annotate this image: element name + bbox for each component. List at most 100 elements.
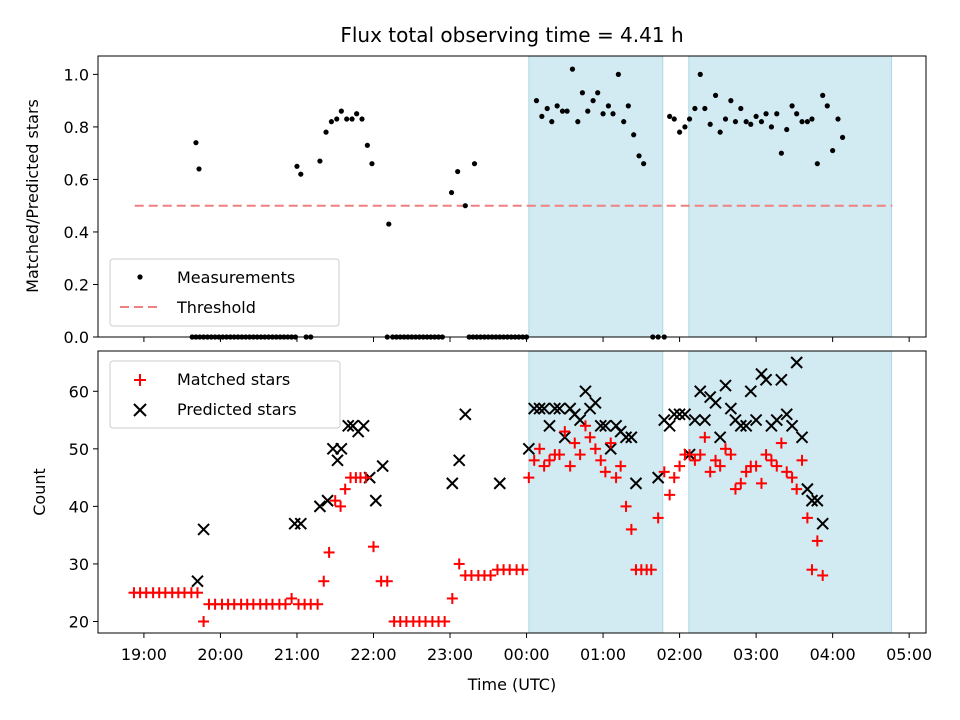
- legend-measurement-marker: [137, 274, 143, 280]
- predicted-star-marker: [342, 419, 355, 433]
- predicted-marker-stroke: [543, 419, 556, 433]
- measurement-point: [564, 108, 570, 114]
- legend-predicted-marker: [133, 403, 147, 417]
- measurement-point: [328, 119, 335, 125]
- measurement-point: [579, 90, 586, 96]
- predicted-marker-stroke: [548, 402, 562, 415]
- matched-star-marker: [625, 523, 637, 535]
- predicted-marker-stroke: [775, 373, 788, 386]
- measurement-point: [369, 161, 375, 167]
- x-tick-label: 05:00: [886, 645, 932, 664]
- measurement-point: [676, 129, 683, 135]
- bottom-axes-frame: [97, 350, 927, 634]
- predicted-star-marker: [543, 419, 556, 433]
- bottom-legend: Matched stars Predicted stars: [109, 360, 341, 429]
- matched-star-marker: [318, 575, 330, 587]
- x-tick-label: 03:00: [733, 645, 779, 664]
- predicted-marker-stroke: [719, 379, 732, 392]
- predicted-marker-stroke: [703, 390, 717, 404]
- predicted-marker-stroke: [658, 413, 671, 427]
- predicted-star-marker: [688, 413, 702, 427]
- predicted-marker-stroke: [533, 402, 546, 415]
- top-y-tick-label: 0.6: [64, 170, 89, 189]
- x-tick-label: 22:00: [350, 645, 396, 664]
- matched-star-marker: [279, 598, 291, 610]
- measurement-point: [743, 119, 749, 125]
- predicted-star-marker: [553, 402, 566, 415]
- measurement-point: [697, 71, 703, 77]
- x-tick-label: 21:00: [274, 645, 320, 664]
- matched-star-marker: [664, 489, 676, 501]
- top-y-tick-label: 1.0: [64, 65, 89, 84]
- shaded-span-top-1: [688, 55, 893, 338]
- matched-star-marker: [689, 454, 701, 466]
- measurement-point: [323, 129, 329, 135]
- predicted-star-marker: [744, 385, 757, 398]
- measurement-point: [753, 113, 759, 120]
- measurement-point: [794, 111, 800, 117]
- predicted-marker-stroke: [724, 402, 738, 415]
- x-tick-label: 02:00: [657, 645, 703, 664]
- bottom-y-axis-label: Count: [30, 468, 49, 516]
- measurement-point: [732, 119, 739, 125]
- predicted-star-marker: [694, 385, 707, 398]
- predicted-marker-stroke: [651, 471, 665, 484]
- measurement-point: [386, 221, 392, 227]
- measurement-point: [294, 163, 300, 169]
- predicted-marker-stroke: [713, 431, 727, 444]
- predicted-star-marker: [629, 477, 643, 490]
- predicted-marker-stroke: [795, 431, 809, 444]
- matched-star-marker: [559, 426, 571, 438]
- predicted-marker-stroke: [805, 494, 819, 507]
- measurement-point: [804, 119, 810, 125]
- top-legend-box: [109, 258, 340, 327]
- measurement-point: [298, 171, 304, 177]
- measurement-point: [835, 116, 841, 122]
- predicted-marker-stroke: [579, 385, 592, 398]
- predicted-star-marker: [594, 419, 607, 433]
- measurement-point: [317, 158, 323, 164]
- predicted-marker-stroke: [568, 408, 581, 421]
- predicted-star-marker: [533, 402, 546, 415]
- matched-star-marker: [517, 564, 529, 576]
- measurement-point: [789, 103, 795, 109]
- predicted-star-marker: [790, 356, 803, 369]
- predicted-star-marker: [698, 413, 712, 427]
- measurement-point: [595, 90, 601, 96]
- matched-star-marker: [817, 569, 829, 581]
- measurement-point: [799, 119, 805, 125]
- predicted-star-marker: [321, 494, 334, 507]
- matched-star-marker: [694, 449, 706, 461]
- measurement-point: [784, 126, 790, 133]
- matched-star-marker: [806, 564, 818, 576]
- measurement-point: [590, 98, 596, 104]
- predicted-marker-stroke: [694, 385, 707, 398]
- predicted-star-marker: [619, 431, 633, 444]
- predicted-star-marker: [446, 477, 459, 490]
- predicted-star-marker: [663, 419, 676, 433]
- x-tick-label: 01:00: [580, 645, 626, 664]
- top-x-ticks: [143, 337, 910, 342]
- matched-star-marker: [543, 454, 555, 466]
- matched-star-marker: [668, 472, 680, 484]
- matched-star-marker: [615, 460, 627, 472]
- matched-star-marker: [584, 431, 596, 443]
- top-y-tick-label: 0.4: [64, 223, 89, 242]
- matched-star-marker: [704, 466, 716, 478]
- measurement-point: [462, 203, 468, 209]
- predicted-star-marker: [724, 402, 738, 415]
- measurement-point: [610, 111, 616, 117]
- bottom-legend-box: [109, 360, 341, 429]
- predicted-star-marker: [357, 419, 370, 433]
- predicted-star-marker: [759, 373, 773, 386]
- x-tick-label: 20:00: [197, 645, 243, 664]
- predicted-star-marker: [331, 454, 344, 467]
- measurement-point: [448, 189, 455, 196]
- measurement-point: [671, 116, 677, 122]
- predicted-star-marker: [713, 431, 727, 444]
- matched-star-marker: [534, 443, 546, 455]
- predicted-marker-stroke: [619, 431, 633, 444]
- legend-matched-marker: [134, 374, 146, 386]
- predicted-marker-stroke: [770, 413, 783, 427]
- predicted-marker-stroke: [744, 385, 757, 398]
